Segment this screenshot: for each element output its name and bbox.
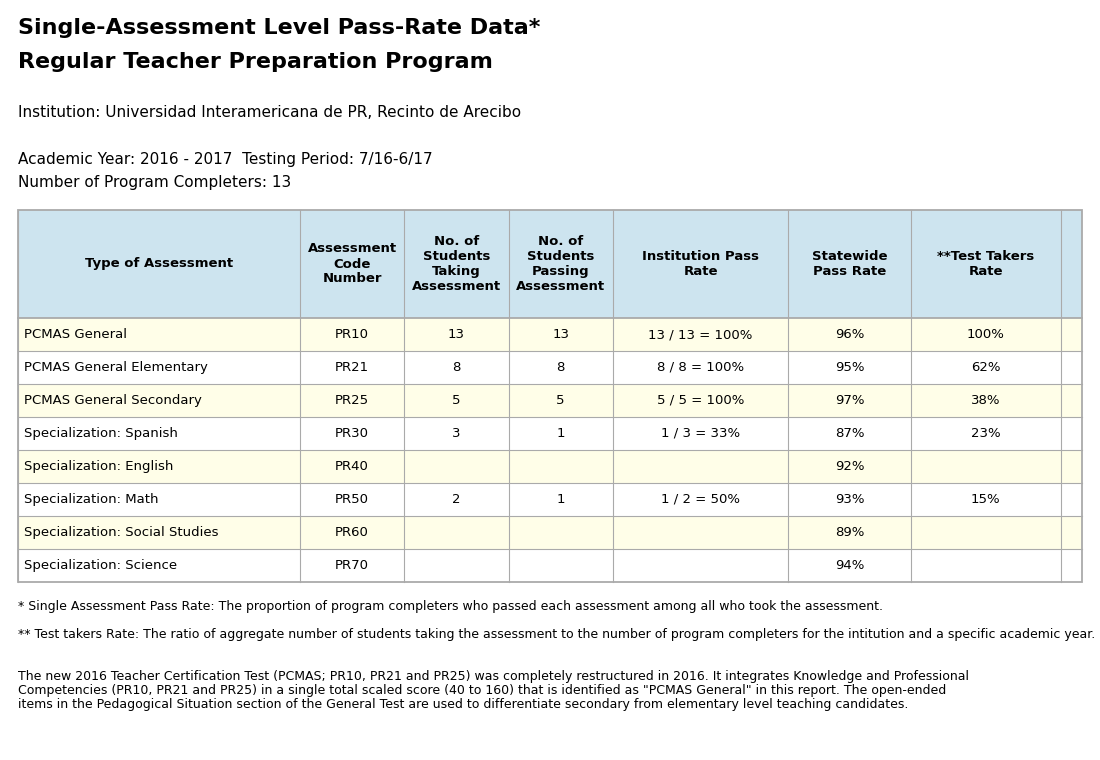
Text: 62%: 62% [971, 361, 1001, 374]
Text: PCMAS General: PCMAS General [24, 328, 126, 341]
Text: Academic Year: 2016 - 2017  Testing Period: 7/16-6/17: Academic Year: 2016 - 2017 Testing Perio… [18, 152, 432, 167]
Text: PR10: PR10 [336, 328, 370, 341]
Text: 2: 2 [452, 493, 461, 506]
Bar [18, 351, 1082, 384]
Text: PR21: PR21 [336, 361, 370, 374]
Bar [18, 450, 1082, 483]
Text: Statewide
Pass Rate: Statewide Pass Rate [812, 250, 888, 278]
Text: 13: 13 [552, 328, 569, 341]
Text: Single-Assessment Level Pass-Rate Data*: Single-Assessment Level Pass-Rate Data* [18, 18, 540, 38]
Text: 8: 8 [557, 361, 564, 374]
Bar [18, 384, 1082, 417]
Text: PCMAS General Elementary: PCMAS General Elementary [24, 361, 208, 374]
Text: PR70: PR70 [336, 559, 370, 572]
Text: PR40: PR40 [336, 460, 368, 473]
Text: No. of
Students
Taking
Assessment: No. of Students Taking Assessment [411, 235, 500, 293]
Text: 23%: 23% [971, 427, 1001, 440]
Text: Specialization: Math: Specialization: Math [24, 493, 158, 506]
Text: 96%: 96% [835, 328, 865, 341]
Text: Specialization: English: Specialization: English [24, 460, 174, 473]
Text: 1 / 3 = 33%: 1 / 3 = 33% [661, 427, 740, 440]
Text: 92%: 92% [835, 460, 865, 473]
Text: Regular Teacher Preparation Program: Regular Teacher Preparation Program [18, 52, 493, 72]
Bar [18, 516, 1082, 549]
Text: The new 2016 Teacher Certification Test (PCMAS; PR10, PR21 and PR25) was complet: The new 2016 Teacher Certification Test … [18, 670, 969, 683]
Text: 8: 8 [452, 361, 461, 374]
Text: PR25: PR25 [336, 394, 370, 407]
Text: 93%: 93% [835, 493, 865, 506]
Text: 5: 5 [452, 394, 461, 407]
Text: Type of Assessment: Type of Assessment [85, 258, 233, 271]
Text: 5: 5 [557, 394, 565, 407]
Text: Competencies (PR10, PR21 and PR25) in a single total scaled score (40 to 160) th: Competencies (PR10, PR21 and PR25) in a … [18, 684, 946, 697]
Text: 89%: 89% [835, 526, 865, 539]
Text: 94%: 94% [835, 559, 865, 572]
Text: 1: 1 [557, 427, 565, 440]
Text: **Test Takers
Rate: **Test Takers Rate [937, 250, 1034, 278]
Text: Assessment
Code
Number: Assessment Code Number [308, 242, 397, 286]
Bar [18, 417, 1082, 450]
Text: PR50: PR50 [336, 493, 370, 506]
Text: 13: 13 [448, 328, 465, 341]
Text: * Single Assessment Pass Rate: The proportion of program completers who passed e: * Single Assessment Pass Rate: The propo… [18, 600, 883, 613]
Text: No. of
Students
Passing
Assessment: No. of Students Passing Assessment [516, 235, 605, 293]
Text: items in the Pedagogical Situation section of the General Test are used to diffe: items in the Pedagogical Situation secti… [18, 698, 909, 711]
Text: Institution: Universidad Interamericana de PR, Recinto de Arecibo: Institution: Universidad Interamericana … [18, 105, 521, 120]
Text: Number of Program Completers: 13: Number of Program Completers: 13 [18, 175, 292, 190]
Text: 100%: 100% [967, 328, 1004, 341]
Text: PCMAS General Secondary: PCMAS General Secondary [24, 394, 202, 407]
Text: 97%: 97% [835, 394, 865, 407]
Text: 87%: 87% [835, 427, 865, 440]
Bar [18, 549, 1082, 582]
Text: 1 / 2 = 50%: 1 / 2 = 50% [661, 493, 740, 506]
Text: Specialization: Social Studies: Specialization: Social Studies [24, 526, 219, 539]
Bar [18, 210, 1082, 318]
Text: 95%: 95% [835, 361, 865, 374]
Text: 5 / 5 = 100%: 5 / 5 = 100% [657, 394, 745, 407]
Text: 1: 1 [557, 493, 565, 506]
Bar [18, 483, 1082, 516]
Text: Specialization: Science: Specialization: Science [24, 559, 177, 572]
Text: 38%: 38% [971, 394, 1001, 407]
Text: Specialization: Spanish: Specialization: Spanish [24, 427, 178, 440]
Bar [18, 318, 1082, 351]
Text: ** Test takers Rate: The ratio of aggregate number of students taking the assess: ** Test takers Rate: The ratio of aggreg… [18, 628, 1096, 641]
Bar [18, 210, 1082, 582]
Text: 3: 3 [452, 427, 461, 440]
Text: 8 / 8 = 100%: 8 / 8 = 100% [657, 361, 744, 374]
Text: PR30: PR30 [336, 427, 370, 440]
Text: Institution Pass
Rate: Institution Pass Rate [642, 250, 759, 278]
Text: PR60: PR60 [336, 526, 368, 539]
Text: 15%: 15% [971, 493, 1001, 506]
Text: 13 / 13 = 100%: 13 / 13 = 100% [648, 328, 752, 341]
